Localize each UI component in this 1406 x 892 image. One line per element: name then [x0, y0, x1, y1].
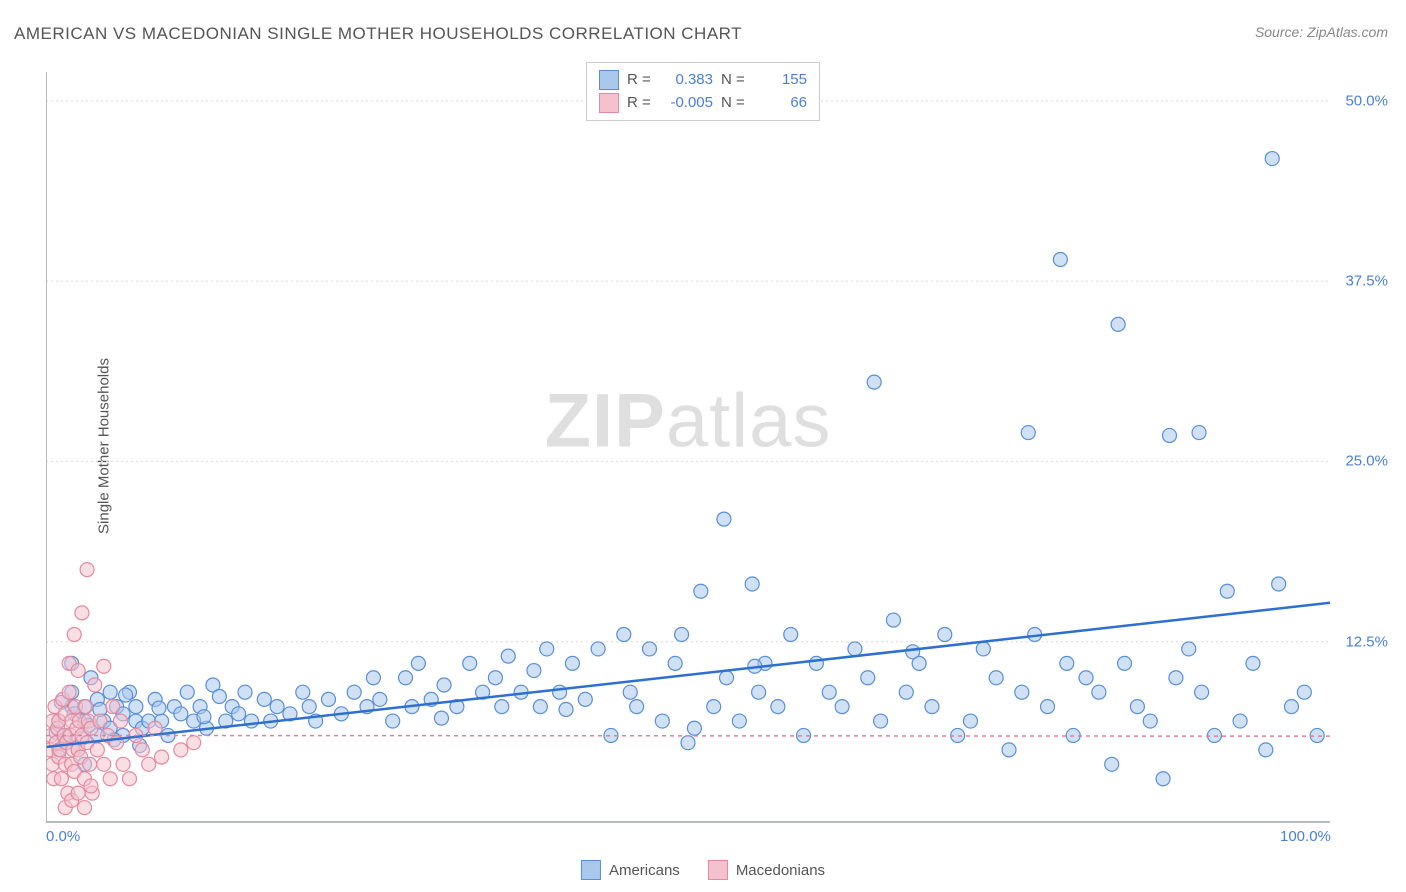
y-tick-label: 37.5%: [1345, 273, 1388, 290]
x-tick-label: 0.0%: [46, 828, 80, 845]
stats-n-label: N =: [721, 92, 751, 115]
y-tick-label: 12.5%: [1345, 633, 1388, 650]
legend-item: Americans: [581, 860, 680, 880]
legend-label: Americans: [609, 862, 680, 879]
stats-n-value: 155: [759, 69, 807, 92]
series-swatch: [599, 93, 619, 113]
y-tick-label: 50.0%: [1345, 92, 1388, 109]
legend-label: Macedonians: [736, 862, 825, 879]
source-attribution: Source: ZipAtlas.com: [1255, 24, 1388, 40]
legend: Americans Macedonians: [581, 860, 825, 880]
stats-r-value: 0.383: [665, 69, 713, 92]
chart-title: AMERICAN VS MACEDONIAN SINGLE MOTHER HOU…: [14, 24, 742, 44]
stats-n-value: 66: [759, 92, 807, 115]
y-tick-label: 25.0%: [1345, 453, 1388, 470]
legend-swatch: [581, 860, 601, 880]
scatter-svg: [46, 62, 1330, 842]
correlation-stats-box: R = 0.383 N = 155 R = -0.005 N = 66: [586, 62, 820, 121]
stats-row: R = -0.005 N = 66: [599, 92, 807, 115]
stats-r-label: R =: [627, 69, 657, 92]
stats-row: R = 0.383 N = 155: [599, 69, 807, 92]
chart-plot-area: ZIPatlas: [46, 62, 1330, 842]
stats-r-value: -0.005: [665, 92, 713, 115]
legend-item: Macedonians: [708, 860, 825, 880]
stats-r-label: R =: [627, 92, 657, 115]
series-swatch: [599, 70, 619, 90]
stats-n-label: N =: [721, 69, 751, 92]
legend-swatch: [708, 860, 728, 880]
x-tick-label: 100.0%: [1280, 828, 1331, 845]
